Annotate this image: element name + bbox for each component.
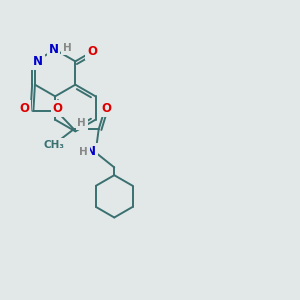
Text: O: O <box>87 45 97 58</box>
Text: O: O <box>52 102 62 115</box>
Text: H: H <box>80 147 88 157</box>
Text: H: H <box>77 118 86 128</box>
Text: N: N <box>33 55 43 68</box>
Text: O: O <box>101 102 112 116</box>
Text: N: N <box>86 145 96 158</box>
Text: N: N <box>49 43 58 56</box>
Text: H: H <box>63 43 71 53</box>
Text: O: O <box>20 101 30 115</box>
Text: CH₃: CH₃ <box>43 140 64 150</box>
